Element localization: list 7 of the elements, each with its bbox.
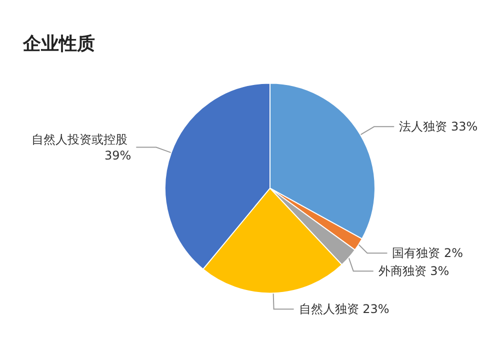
chart-title: 企业性质 bbox=[22, 34, 95, 54]
slice-label: 自然人独资 23% bbox=[298, 302, 390, 316]
slice-label: 自然人投资或控股 bbox=[31, 132, 132, 146]
slice-label: 法人独资 33% bbox=[399, 120, 478, 134]
slice-label: 外商独资 3% bbox=[378, 264, 450, 278]
slice-label: 国有独资 2% bbox=[392, 246, 464, 260]
data-label: 39% bbox=[104, 148, 132, 162]
